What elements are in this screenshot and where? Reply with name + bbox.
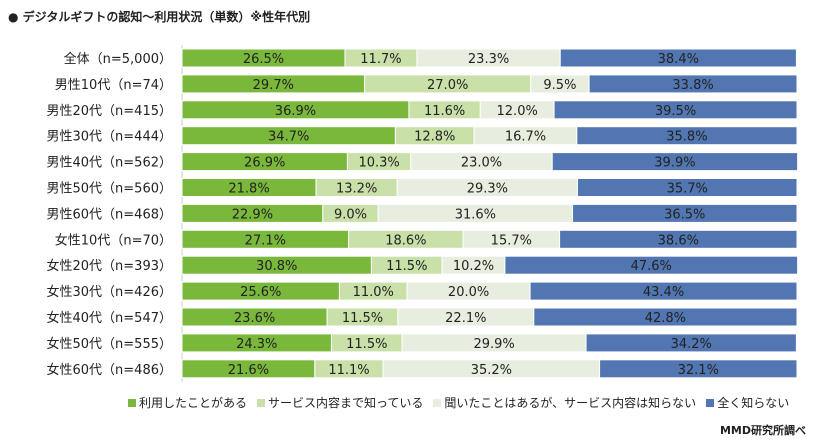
data-label: 9.0% xyxy=(334,207,367,222)
data-label: 38.6% xyxy=(658,233,699,248)
data-label: 10.3% xyxy=(358,156,399,171)
bar-segment xyxy=(504,255,799,275)
data-label: 31.6% xyxy=(455,207,496,222)
legend-item: 全く知らない xyxy=(706,394,789,411)
data-label: 18.6% xyxy=(385,233,426,248)
category-label: 男性20代（n=415） xyxy=(47,104,173,119)
legend: 利用したことがある サービス内容まで知っている 聞いたことはあるが、サービス内容は知… xyxy=(128,394,789,411)
category-label: 女性10代（n=70） xyxy=(55,232,172,248)
data-label: 27.1% xyxy=(245,233,286,248)
data-label: 29.9% xyxy=(473,337,514,352)
data-label: 12.8% xyxy=(414,130,455,145)
legend-swatch xyxy=(128,398,136,407)
data-label: 22.1% xyxy=(445,311,486,326)
category-label: 全体（n=5,000） xyxy=(64,51,172,67)
bar-segment xyxy=(559,48,797,68)
data-label: 20.0% xyxy=(448,285,489,300)
legend-item: 聞いたことはあるが、サービス内容は知らない xyxy=(433,394,696,411)
legend-item: 利用したことがある xyxy=(128,394,247,411)
data-label: 13.2% xyxy=(336,182,377,197)
category-label: 女性20代（n=393） xyxy=(47,258,173,274)
category-label: 女性40代（n=547） xyxy=(47,310,173,326)
bar-segment xyxy=(553,100,798,120)
bar-segment xyxy=(529,281,798,301)
data-label: 43.4% xyxy=(643,285,684,300)
data-label: 26.5% xyxy=(243,52,284,67)
data-label: 21.8% xyxy=(228,182,269,197)
data-label: 10.2% xyxy=(453,259,494,274)
data-label: 23.3% xyxy=(468,52,509,67)
data-label: 33.8% xyxy=(672,78,713,93)
data-label: 35.8% xyxy=(666,130,707,145)
legend-swatch xyxy=(706,398,715,407)
data-label: 30.8% xyxy=(256,259,297,274)
data-label: 16.7% xyxy=(505,130,546,145)
data-label: 11.5% xyxy=(346,337,387,352)
category-label: 男性10代（n=74） xyxy=(55,78,172,93)
data-label: 22.9% xyxy=(232,207,273,222)
data-label: 27.0% xyxy=(427,78,468,93)
data-label: 26.9% xyxy=(244,156,285,171)
data-label: 11.5% xyxy=(386,259,427,274)
data-label: 11.1% xyxy=(328,363,369,378)
category-label: 男性30代（n=444） xyxy=(47,130,173,145)
category-label: 女性50代（n=555） xyxy=(47,336,173,352)
legend-label: 聞いたことはあるが、サービス内容は知らない xyxy=(444,396,697,410)
data-label: 9.5% xyxy=(543,78,576,93)
legend-label: 利用したことがある xyxy=(139,396,248,410)
category-label: 男性60代（n=468） xyxy=(47,207,173,222)
legend-label: サービス内容まで知っている xyxy=(268,396,424,410)
category-label: 女性60代（n=486） xyxy=(47,362,173,378)
data-label: 21.6% xyxy=(228,363,269,378)
data-label: 12.0% xyxy=(497,104,538,119)
data-label: 29.3% xyxy=(467,182,508,197)
data-label: 11.0% xyxy=(353,285,394,300)
bar-segment xyxy=(572,203,798,223)
source-note: MMD研究所調べ xyxy=(719,424,806,437)
data-label: 34.7% xyxy=(268,130,309,145)
data-label: 24.3% xyxy=(236,337,277,352)
category-label: 男性50代（n=560） xyxy=(47,182,173,197)
category-label: 女性30代（n=426） xyxy=(47,284,173,300)
bar-segment xyxy=(599,359,798,379)
category-label: 男性40代（n=562） xyxy=(47,156,173,171)
legend-item: サービス内容まで知っている xyxy=(257,394,423,411)
legend-swatch xyxy=(257,398,266,407)
data-label: 36.9% xyxy=(275,104,316,119)
bar-segment xyxy=(576,178,798,197)
bar-segment xyxy=(576,126,798,146)
data-label: 35.7% xyxy=(667,182,708,197)
data-label: 39.9% xyxy=(654,156,695,171)
data-label: 11.7% xyxy=(360,52,401,67)
data-label: 47.6% xyxy=(631,259,672,274)
data-label: 34.2% xyxy=(671,337,712,352)
data-label: 15.7% xyxy=(491,233,532,248)
data-label: 25.6% xyxy=(240,285,281,300)
bar-segment xyxy=(588,74,798,94)
data-label: 32.1% xyxy=(678,363,719,378)
data-label: 35.2% xyxy=(471,363,512,378)
data-label: 38.4% xyxy=(658,52,699,67)
data-label: 29.7% xyxy=(253,78,294,93)
data-label: 23.0% xyxy=(461,156,502,171)
bar-segment xyxy=(585,333,797,353)
data-label: 36.5% xyxy=(664,207,705,222)
legend-swatch xyxy=(433,398,442,407)
bar-segment xyxy=(551,152,799,172)
legend-label: 全く知らない xyxy=(717,396,790,410)
data-label: 11.6% xyxy=(424,104,465,119)
chart-title: ● デジタルギフトの認知～利用状況（単数）※性年代別 xyxy=(8,10,311,24)
bar-segment xyxy=(559,229,798,249)
data-label: 23.6% xyxy=(234,311,275,326)
data-label: 11.5% xyxy=(342,311,383,326)
data-label: 42.8% xyxy=(645,311,686,326)
data-label: 39.5% xyxy=(655,104,696,119)
bar-segment xyxy=(533,307,798,327)
